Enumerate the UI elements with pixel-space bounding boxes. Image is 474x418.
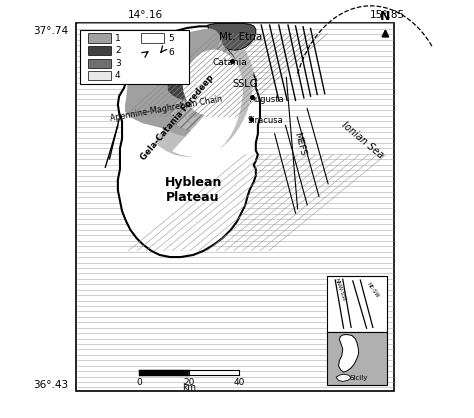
Bar [80,30,189,84]
Text: 14°.16: 14°.16 [128,10,163,20]
Text: SSLG: SSLG [233,79,258,89]
Bar [88,59,111,68]
Bar [88,71,111,80]
Text: Gela-Catania Foredeep: Gela-Catania Foredeep [139,74,215,162]
Text: Mt. Etna: Mt. Etna [219,32,262,42]
Polygon shape [118,24,260,257]
Text: Augusta: Augusta [249,95,284,104]
Polygon shape [338,334,359,372]
Bar [88,46,111,55]
Text: km: km [182,383,196,392]
Text: 36°.43: 36°.43 [34,380,69,390]
Text: 5: 5 [168,33,174,43]
Text: 20: 20 [183,378,195,387]
Polygon shape [336,374,351,382]
Polygon shape [154,33,254,157]
Text: 15°.85: 15°.85 [370,10,405,20]
Text: 6: 6 [168,48,174,57]
Polygon shape [168,73,210,100]
Text: Catania: Catania [212,58,247,67]
Text: Siracusa: Siracusa [247,116,283,125]
Polygon shape [125,28,240,137]
Text: 0: 0 [136,378,142,387]
Text: Ionian Sea: Ionian Sea [339,120,385,161]
Text: Sicily: Sicily [349,375,367,381]
Text: 2: 2 [115,46,120,55]
Text: 1: 1 [115,33,121,43]
Text: 4: 4 [115,71,120,80]
Polygon shape [172,49,243,157]
Text: Apennine-Maghrebian Chain: Apennine-Maghrebian Chain [109,94,223,123]
Text: Hyblean
Plateau: Hyblean Plateau [164,176,222,204]
Bar [327,276,387,332]
Text: N: N [380,10,391,23]
Text: NE-SW: NE-SW [365,281,379,299]
Bar [327,332,387,385]
Bar [141,33,164,43]
Text: 37°.74: 37°.74 [34,26,69,36]
Bar [88,33,111,43]
Text: NNW-SSE: NNW-SSE [334,278,347,303]
Text: MEFS: MEFS [292,131,307,157]
Text: 40: 40 [233,378,245,387]
Bar [76,23,394,391]
Polygon shape [171,42,239,131]
Text: 3: 3 [115,59,121,68]
Polygon shape [208,23,256,50]
